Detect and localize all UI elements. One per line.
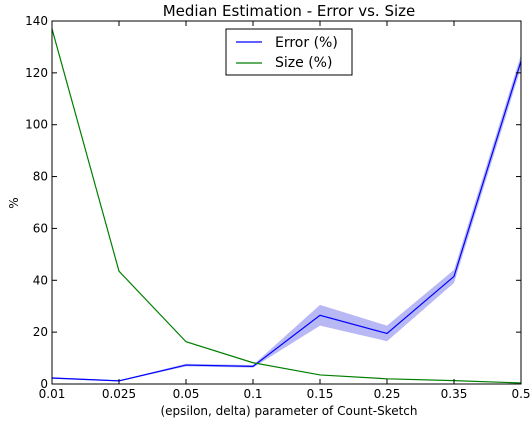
y-tick-label: 40 [33,273,48,287]
series-layer [51,28,522,384]
tick-layer: 0.01 0.025 0.05 0.1 0.15 0.25 0.35 0.5 0 20 40 60 80… [25,14,530,401]
x-tick-label: 0.5 [511,387,530,401]
legend-label-error: Error (%) [275,35,338,51]
x-tick-label: 0.05 [173,387,200,401]
x-tick-label: 0.01 [39,387,66,401]
series-line-size [51,28,522,384]
chart-title: Median Estimation - Error vs. Size [163,2,416,20]
x-tick-label: 0.025 [102,387,136,401]
y-tick-label: 100 [25,118,48,132]
x-axis-label: (epsilon, delta) parameter of Count-Sket… [160,404,417,418]
y-tick-label: 140 [25,14,48,28]
y-tick-label: 120 [25,66,48,80]
y-tick-label: 0 [40,377,48,391]
series-band-error [52,54,521,382]
y-tick-label: 80 [33,170,48,184]
legend: Error (%) Size (%) [225,28,353,76]
y-tick-label: 60 [33,221,48,235]
x-tick-label: 0.35 [441,387,468,401]
legend-label-size: Size (%) [275,55,332,71]
y-tick-label: 20 [33,325,48,339]
series-line-error [51,61,522,382]
x-tick-label: 0.25 [374,387,401,401]
x-tick-label: 0.15 [307,387,334,401]
legend-box [225,28,353,76]
x-tick-label: 0.1 [243,387,262,401]
plot-frame [51,20,522,385]
y-axis-label: % [7,197,21,208]
